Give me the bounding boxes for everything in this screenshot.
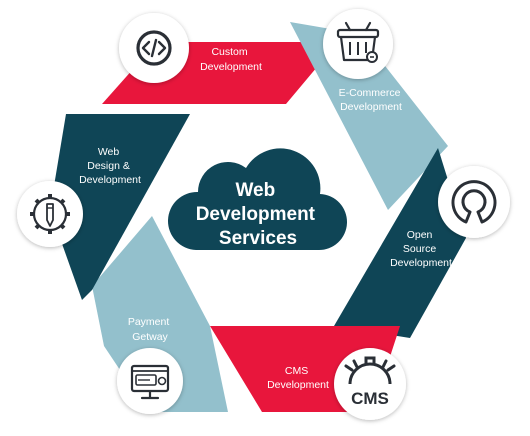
label-web-design-development: Web Design & Development bbox=[79, 146, 141, 186]
center-title-line: Development bbox=[196, 204, 316, 225]
label-ecommerce-development: E-Commerce Development bbox=[339, 87, 404, 113]
label-line: Web bbox=[98, 146, 120, 158]
label-line: Development bbox=[200, 61, 262, 73]
label-line: Custom bbox=[211, 46, 247, 58]
center-title-line: Web bbox=[235, 180, 275, 201]
label-cms-development: CMS Development bbox=[267, 365, 329, 391]
label-line: Payment bbox=[128, 316, 170, 328]
center-title: Web Development Services bbox=[196, 180, 321, 249]
segment-ecommerce-development bbox=[290, 22, 448, 210]
label-line: Development bbox=[340, 101, 402, 113]
center-title-line: Services bbox=[219, 228, 297, 249]
label-custom-development: Custom Development bbox=[200, 46, 262, 73]
label-line: Source bbox=[403, 243, 436, 255]
segment-open-source-development bbox=[334, 148, 466, 338]
segment-web-design-development bbox=[50, 114, 190, 300]
payment-monitor-icon bbox=[117, 348, 183, 414]
cms-gear-icon: CMS bbox=[334, 348, 406, 420]
label-payment-getway: Payment Getway bbox=[128, 316, 172, 343]
label-line: Open bbox=[407, 229, 433, 241]
label-line: Development bbox=[267, 379, 329, 391]
cloud-shape bbox=[168, 148, 348, 251]
code-icon bbox=[119, 13, 189, 83]
label-line: Design & bbox=[87, 160, 130, 172]
open-source-icon bbox=[438, 166, 510, 238]
label-line: Getway bbox=[132, 331, 168, 343]
label-open-source-development: Open Source Development bbox=[390, 229, 452, 269]
label-line: E-Commerce bbox=[339, 87, 401, 99]
label-line: CMS bbox=[285, 365, 308, 377]
label-line: Development bbox=[79, 174, 141, 186]
design-gear-icon bbox=[17, 181, 83, 247]
cms-icon-text: CMS bbox=[351, 389, 389, 408]
shopping-basket-icon bbox=[323, 9, 393, 79]
label-line: Development bbox=[390, 257, 452, 269]
